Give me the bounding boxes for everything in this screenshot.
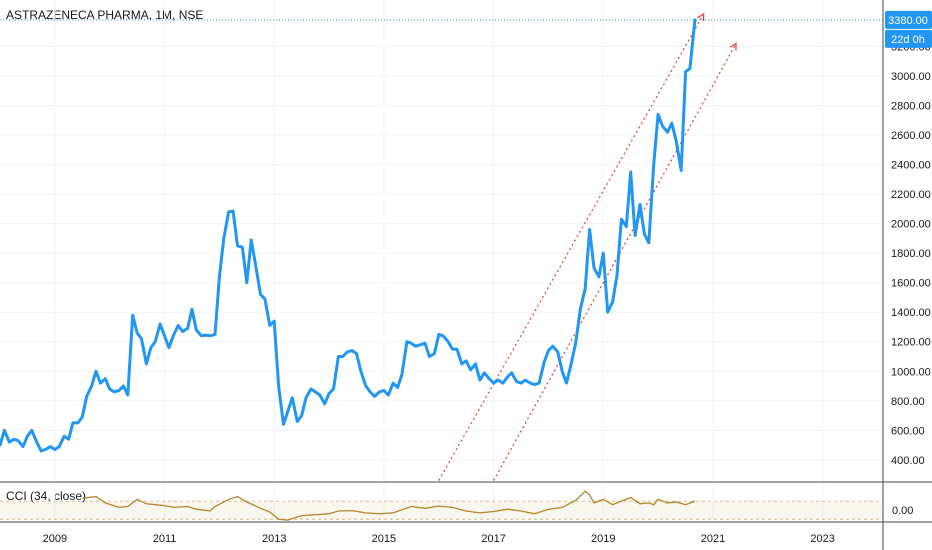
x-tick-label: 2019 bbox=[591, 533, 615, 545]
countdown-tag bbox=[885, 29, 932, 48]
price-tags: 3380.00 22d 0h bbox=[885, 10, 932, 48]
y-tick-label: 2600.00 bbox=[891, 130, 931, 142]
cci-line bbox=[82, 490, 696, 521]
channel-arrowhead bbox=[729, 42, 737, 51]
y-tick-label: 600.00 bbox=[891, 425, 925, 437]
x-tick-label: 2017 bbox=[481, 533, 505, 545]
price-line bbox=[0, 18, 697, 453]
y-tick-label: 3000.00 bbox=[891, 71, 931, 83]
grid bbox=[0, 0, 883, 521]
x-tick-label: 2015 bbox=[372, 533, 396, 545]
cci-pane bbox=[0, 490, 883, 521]
channel-arrowhead bbox=[697, 12, 705, 22]
x-tick-label: 2013 bbox=[262, 533, 286, 545]
cci-zero-label: 0.00 bbox=[892, 505, 913, 517]
y-tick-label: 2200.00 bbox=[891, 189, 931, 201]
y-tick-label: 1400.00 bbox=[891, 307, 931, 319]
y-tick-label: 2400.00 bbox=[891, 160, 931, 172]
trend-channel[interactable] bbox=[438, 12, 737, 481]
x-tick-label: 2023 bbox=[810, 533, 834, 545]
channel-upper-line[interactable] bbox=[438, 13, 705, 481]
y-tick-label: 400.00 bbox=[891, 455, 925, 467]
y-tick-label: 1200.00 bbox=[891, 337, 931, 349]
price-series bbox=[0, 18, 883, 453]
countdown-tag-text: 22d 0h bbox=[891, 34, 925, 46]
cci-band bbox=[0, 501, 883, 520]
y-tick-label: 2000.00 bbox=[891, 219, 931, 231]
y-tick-label: 800.00 bbox=[891, 396, 925, 408]
y-tick-label: 1600.00 bbox=[891, 278, 931, 290]
x-tick-label: 2021 bbox=[701, 533, 725, 545]
y-tick-label: 2800.00 bbox=[891, 101, 931, 113]
y-tick-label: 1000.00 bbox=[891, 366, 931, 378]
cci-indicator-label[interactable]: CCI (34, close) bbox=[6, 489, 87, 503]
x-tick-label: 2011 bbox=[153, 533, 177, 545]
y-tick-label: 1800.00 bbox=[891, 248, 931, 260]
channel-lower-line[interactable] bbox=[493, 43, 737, 481]
x-tick-label: 2009 bbox=[43, 533, 67, 545]
last-price-tag bbox=[885, 10, 932, 29]
last-price-tag-text: 3380.00 bbox=[888, 15, 928, 27]
